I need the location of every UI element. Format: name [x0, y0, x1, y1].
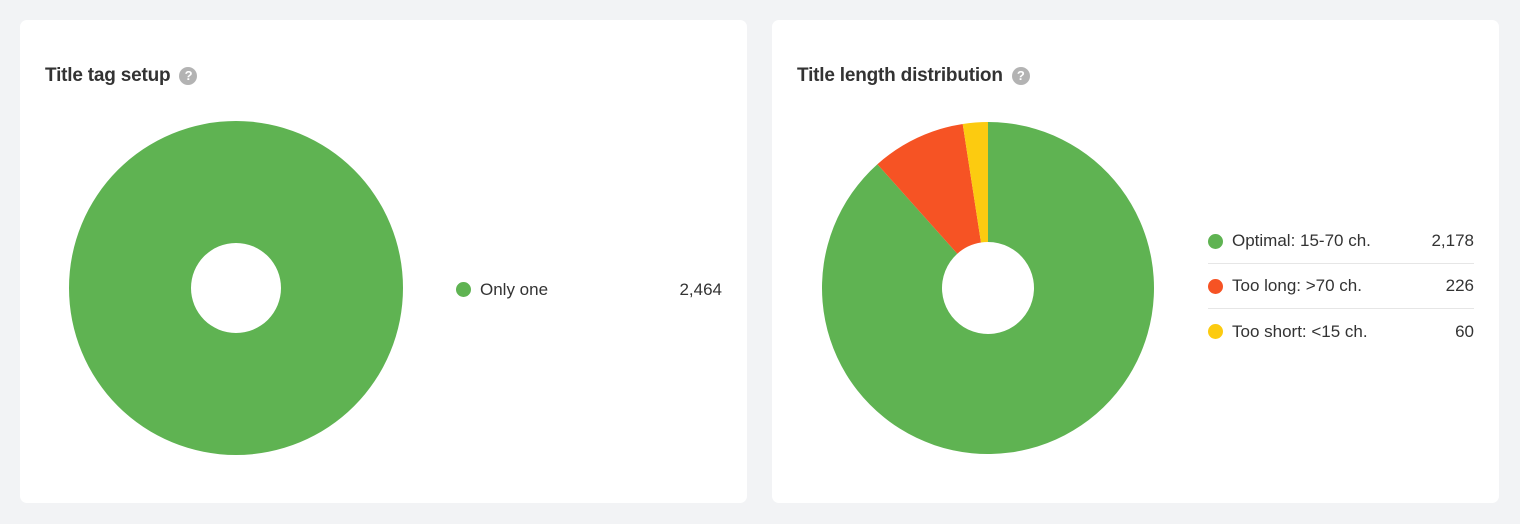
legend-dot-icon	[1208, 233, 1223, 249]
legend-label-group: Only one	[456, 280, 548, 300]
card-title-text: Title length distribution	[797, 65, 1003, 86]
legend-dot-icon	[1208, 324, 1223, 339]
donut-slice[interactable]	[69, 121, 403, 455]
legend-item[interactable]: Too long: >70 ch. 226	[1208, 264, 1474, 309]
question-circle-icon[interactable]: ?	[1011, 66, 1030, 85]
question-circle-icon[interactable]: ?	[179, 66, 198, 85]
legend-dot-icon	[456, 282, 471, 297]
legend-item[interactable]: Too short: <15 ch. 60	[1208, 309, 1474, 354]
donut-chart[interactable]	[69, 121, 403, 455]
donut-slice[interactable]	[962, 122, 988, 243]
donut-chart[interactable]	[822, 122, 1154, 454]
legend-item[interactable]: Optimal: 15-70 ch. 2,178	[1208, 219, 1474, 264]
legend-label-group: Too long: >70 ch.	[1208, 276, 1362, 296]
card-title-text: Title tag setup	[45, 65, 171, 86]
legend-value: 226	[1445, 276, 1474, 295]
card-title: Title length distribution ?	[797, 66, 1030, 85]
legend-item[interactable]: Only one 2,464	[456, 267, 722, 312]
chart-legend: Optimal: 15-70 ch. 2,178 Too long: >70 ch.…	[1208, 219, 1474, 354]
legend-label-group: Optimal: 15-70 ch.	[1208, 231, 1371, 251]
legend-value: 60	[1455, 321, 1474, 341]
title-tag-setup-card: Title tag setup ? Only one 2,464	[20, 20, 747, 503]
legend-label: Only one	[480, 279, 549, 299]
legend-label-group: Too short: <15 ch.	[1208, 322, 1368, 342]
donut-slice[interactable]	[877, 123, 981, 254]
legend-value: 2,178	[1431, 231, 1474, 250]
card-title: Title tag setup ?	[45, 65, 198, 86]
legend-label: Too short: <15 ch.	[1232, 321, 1368, 341]
legend-label: Too long: >70 ch.	[1232, 276, 1362, 295]
chart-legend: Only one 2,464	[456, 267, 722, 312]
title-length-distribution-card: Title length distribution ? Optimal: 15-…	[772, 20, 1499, 503]
legend-dot-icon	[1208, 278, 1223, 294]
donut-slice[interactable]	[822, 122, 1154, 454]
legend-label: Optimal: 15-70 ch.	[1232, 231, 1371, 250]
legend-value: 2,464	[679, 279, 722, 299]
